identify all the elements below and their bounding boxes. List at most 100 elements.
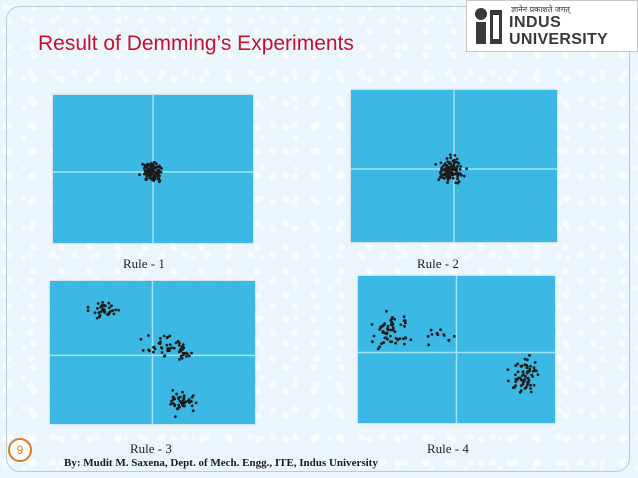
drop-point xyxy=(86,305,90,309)
drop-point xyxy=(376,347,380,351)
drop-point xyxy=(158,180,161,184)
university-logo: ज्ञानेन प्रकाशते जगत् INDUS UNIVERSITY xyxy=(466,0,638,52)
logo-tagline: ज्ञानेन प्रकाशते जगत् xyxy=(511,5,570,14)
drop-point xyxy=(436,333,440,337)
drop-point xyxy=(154,172,158,176)
drop-point xyxy=(182,346,186,350)
drop-point xyxy=(190,404,194,408)
drop-point xyxy=(182,404,186,408)
drop-point xyxy=(404,321,407,325)
drop-point xyxy=(532,366,536,369)
drop-point xyxy=(162,354,166,358)
drop-point xyxy=(171,389,175,392)
drop-point xyxy=(528,369,531,373)
drop-point xyxy=(443,172,446,176)
drop-point xyxy=(516,370,520,374)
drop-point xyxy=(179,354,183,358)
drop-point xyxy=(402,315,406,319)
drop-point xyxy=(531,369,535,373)
drop-point xyxy=(150,177,153,181)
drop-point xyxy=(184,400,188,404)
drop-point xyxy=(513,385,517,389)
drop-point xyxy=(445,172,449,176)
drop-point xyxy=(158,174,161,178)
drop-point xyxy=(442,334,446,337)
drop-point xyxy=(403,324,406,328)
drop-point xyxy=(534,369,538,373)
drop-point xyxy=(96,302,100,305)
drop-point xyxy=(515,378,519,382)
drop-point xyxy=(151,172,155,176)
drop-point xyxy=(150,164,154,167)
drop-point xyxy=(447,169,451,172)
drop-point xyxy=(191,394,195,397)
drop-point xyxy=(178,399,182,403)
drop-point xyxy=(389,334,392,338)
drop-point xyxy=(107,306,111,310)
drop-point xyxy=(516,362,520,366)
drop-point xyxy=(177,397,180,401)
drop-point xyxy=(181,343,185,347)
drop-point xyxy=(386,337,389,341)
drop-point xyxy=(462,174,466,178)
drop-point xyxy=(533,361,537,364)
drop-point xyxy=(156,177,160,181)
drop-point xyxy=(153,161,156,164)
drop-point xyxy=(383,331,386,335)
drop-point xyxy=(525,366,529,369)
drop-point xyxy=(519,384,523,388)
drop-point xyxy=(523,357,527,361)
drop-point xyxy=(190,351,193,355)
drop-point xyxy=(141,349,145,352)
rule-4-caption: Rule - 4 xyxy=(427,441,469,456)
drop-point xyxy=(456,173,460,176)
drop-point xyxy=(143,172,146,176)
drop-point xyxy=(459,165,462,168)
drop-point xyxy=(112,312,116,316)
drop-point xyxy=(182,397,186,401)
drop-point xyxy=(176,339,180,343)
drop-point xyxy=(441,168,445,172)
drop-point xyxy=(399,323,403,327)
drop-point xyxy=(152,345,156,349)
drop-point xyxy=(453,168,457,171)
drop-point xyxy=(109,310,112,313)
drop-point xyxy=(107,301,111,305)
drop-point xyxy=(439,173,443,176)
drop-point xyxy=(393,317,397,321)
drop-point xyxy=(152,350,155,354)
drop-point xyxy=(465,167,468,171)
drop-point xyxy=(191,409,195,413)
drop-point xyxy=(154,175,157,179)
drop-point xyxy=(447,174,451,178)
drop-point xyxy=(522,380,526,383)
drop-point xyxy=(174,341,178,345)
drop-point xyxy=(99,304,103,308)
drop-point xyxy=(182,394,186,397)
drop-point xyxy=(387,328,390,332)
drop-point xyxy=(404,336,407,340)
page-number: 9 xyxy=(8,438,32,462)
rule-4-scatter xyxy=(358,276,555,423)
slide-frame xyxy=(6,6,630,472)
drop-point xyxy=(391,328,395,332)
drop-point xyxy=(110,304,113,308)
drop-point xyxy=(151,167,154,171)
drop-point xyxy=(176,407,180,411)
slide-footer: By: Mudit M. Saxena, Dept. of Mech. Engg… xyxy=(64,457,378,469)
drop-point xyxy=(145,174,149,178)
drop-point xyxy=(526,381,530,384)
drop-point xyxy=(371,340,374,344)
drop-point xyxy=(147,334,150,337)
drop-point xyxy=(158,342,162,346)
drop-point xyxy=(514,364,518,367)
drop-point xyxy=(529,383,532,387)
drop-point xyxy=(178,358,181,361)
drop-point xyxy=(171,402,175,406)
drop-point xyxy=(172,346,176,350)
drop-point xyxy=(169,402,173,406)
drop-point xyxy=(449,166,453,170)
drop-point xyxy=(520,374,524,377)
drop-point xyxy=(450,164,454,167)
drop-point xyxy=(177,403,180,407)
